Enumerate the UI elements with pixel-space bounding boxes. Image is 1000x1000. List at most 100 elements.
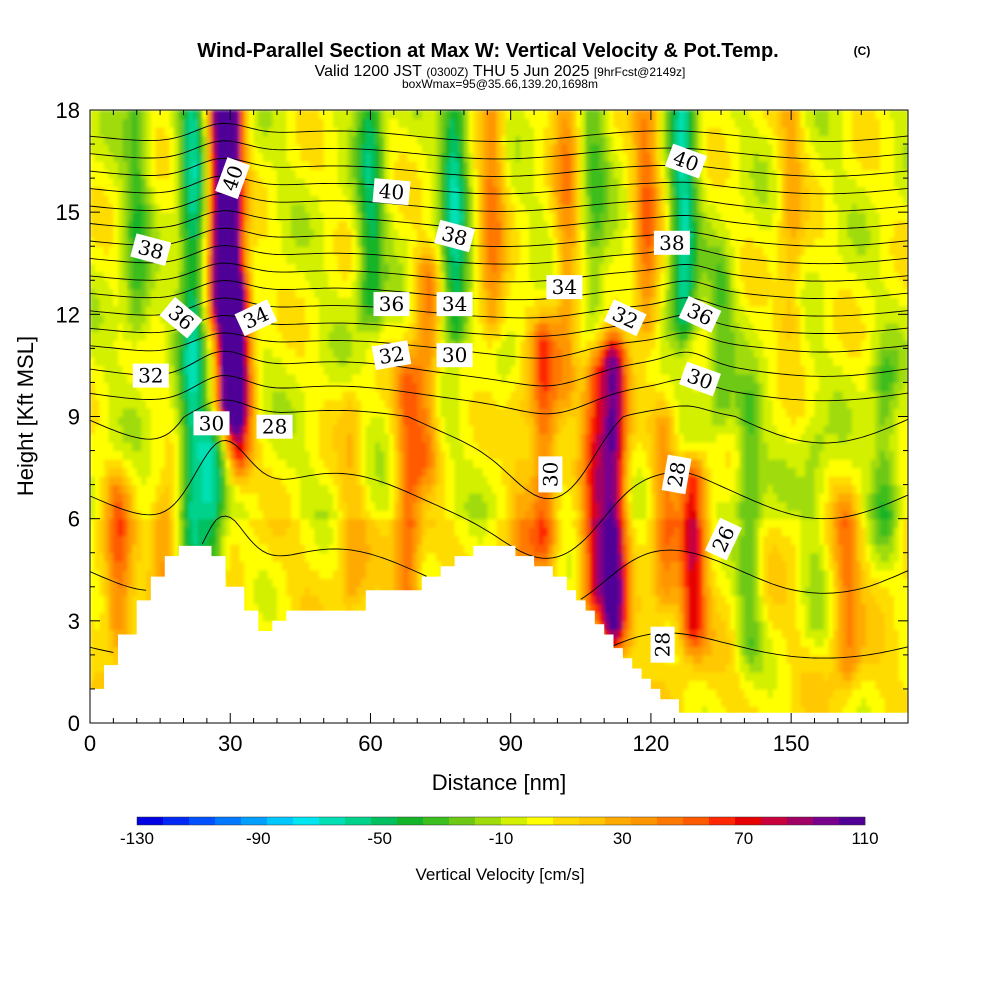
w-cell: [295, 535, 301, 545]
w-cell: [146, 484, 152, 494]
w-cell: [197, 527, 203, 537]
w-cell: [202, 442, 208, 452]
w-cell: [178, 356, 185, 367]
w-cell: [113, 612, 119, 622]
w-cell: [347, 169, 353, 179]
w-cell: [164, 110, 171, 120]
w-cell: [113, 654, 119, 664]
w-cell: [356, 476, 362, 486]
w-cell: [319, 425, 325, 435]
w-cell: [160, 399, 166, 409]
w-cell: [94, 663, 100, 673]
w-cell: [206, 476, 213, 486]
w-cell: [305, 152, 311, 162]
w-cell: [286, 229, 292, 239]
w-cell: [174, 135, 180, 145]
w-cell: [132, 535, 138, 545]
w-cell: [276, 195, 283, 205]
w-cell: [407, 476, 414, 486]
w-cell: [122, 314, 128, 324]
w-cell: [248, 178, 255, 188]
w-cell: [281, 399, 287, 409]
w-cell: [398, 220, 404, 230]
w-cell: [281, 186, 287, 196]
w-cell: [155, 399, 161, 409]
w-cell: [342, 271, 348, 281]
w-cell: [174, 484, 180, 494]
w-cell: [118, 501, 124, 511]
w-cell: [342, 484, 348, 494]
w-cell: [314, 135, 320, 145]
w-cell: [286, 450, 292, 460]
w-cell: [412, 561, 418, 571]
w-cell: [305, 169, 311, 179]
w-cell: [356, 425, 362, 435]
w-cell: [300, 493, 306, 503]
w-cell: [272, 578, 278, 588]
w-cell: [118, 518, 124, 528]
w-cell: [393, 331, 400, 341]
w-cell: [333, 561, 339, 571]
w-cell: [276, 246, 283, 256]
w-cell: [225, 246, 231, 256]
w-cell: [169, 416, 175, 426]
w-cell: [333, 314, 339, 324]
w-cell: [276, 118, 283, 128]
w-cell: [309, 169, 315, 179]
w-cell: [197, 305, 203, 315]
w-cell: [206, 322, 213, 332]
w-cell: [225, 382, 231, 392]
w-cell: [342, 518, 348, 528]
w-cell: [150, 186, 157, 196]
w-cell: [108, 561, 114, 571]
w-cell: [155, 322, 161, 332]
w-cell: [122, 407, 128, 418]
w-cell: [286, 493, 292, 503]
w-cell: [122, 212, 128, 222]
w-cell: [118, 118, 124, 128]
w-cell: [300, 246, 306, 256]
w-cell: [99, 399, 105, 409]
w-cell: [202, 144, 208, 154]
w-cell: [197, 476, 203, 486]
w-cell: [230, 467, 236, 477]
w-cell: [225, 433, 231, 443]
w-cell: [286, 501, 292, 511]
w-cell: [211, 135, 217, 145]
w-cell: [309, 118, 315, 128]
w-cell: [262, 356, 269, 367]
w-cell: [197, 348, 203, 358]
w-cell: [393, 212, 400, 222]
w-cell: [403, 442, 409, 452]
w-cell: [389, 459, 395, 469]
w-cell: [160, 314, 166, 324]
w-cell: [319, 356, 325, 367]
w-cell: [136, 450, 143, 460]
w-cell: [174, 144, 180, 154]
w-cell: [99, 612, 105, 622]
w-cell: [351, 544, 358, 554]
w-cell: [361, 603, 367, 613]
w-cell: [351, 186, 358, 196]
w-cell: [206, 314, 213, 324]
w-cell: [258, 552, 264, 562]
w-cell: [188, 229, 194, 239]
w-cell: [132, 356, 138, 367]
w-cell: [295, 263, 301, 273]
w-cell: [90, 314, 96, 324]
w-cell: [379, 544, 386, 554]
w-cell: [206, 331, 213, 341]
w-cell: [314, 229, 320, 239]
w-cell: [248, 280, 255, 290]
w-cell: [164, 203, 171, 213]
w-cell: [164, 484, 171, 494]
w-cell: [258, 271, 264, 281]
w-cell: [146, 322, 152, 332]
w-cell: [174, 331, 180, 341]
w-cell: [202, 305, 208, 315]
w-cell: [305, 510, 311, 520]
w-cell: [216, 433, 222, 443]
w-cell: [188, 416, 194, 426]
w-cell: [365, 297, 372, 307]
w-cell: [248, 110, 255, 120]
